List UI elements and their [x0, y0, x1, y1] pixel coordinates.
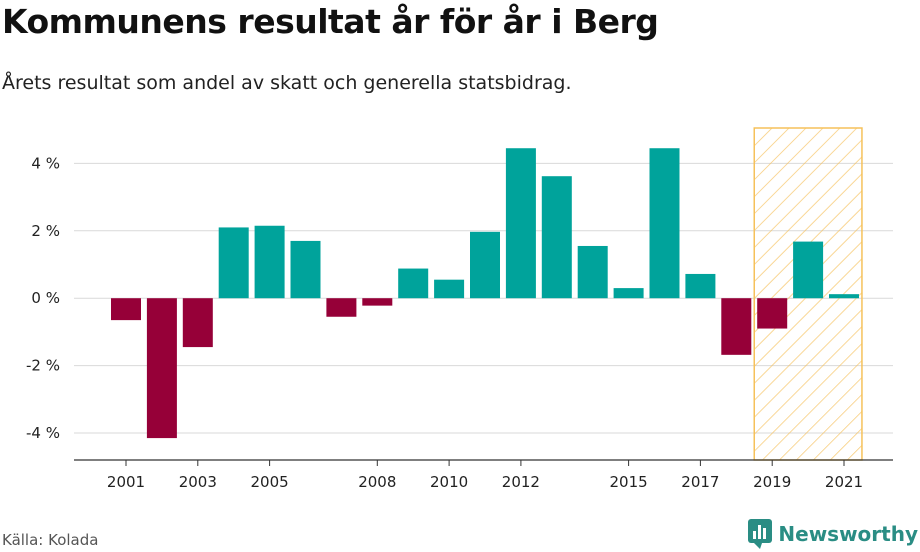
x-tick-label: 2010 — [430, 473, 468, 491]
bar-2008 — [362, 298, 393, 306]
y-tick-label: 2 % — [31, 222, 60, 240]
bar-2003 — [182, 298, 213, 348]
bar-2021 — [829, 294, 859, 299]
bar-2017 — [685, 273, 716, 299]
x-tick-label: 2003 — [179, 473, 217, 491]
x-tick-label: 2021 — [825, 473, 863, 491]
bar-2014 — [577, 245, 608, 299]
bars — [111, 148, 859, 439]
brand-logo: Newsworthy — [748, 519, 918, 549]
y-tick-label: -2 % — [26, 357, 60, 375]
x-tick-label: 2005 — [251, 473, 289, 491]
newsworthy-logo-icon — [748, 519, 773, 549]
bar-2007 — [326, 298, 357, 317]
bar-2002 — [146, 298, 177, 439]
bar-2010 — [434, 279, 465, 299]
bar-2019 — [757, 298, 788, 329]
y-tick-label: 4 % — [31, 154, 60, 172]
bar-2015 — [613, 288, 644, 299]
bar-2006 — [290, 240, 321, 299]
bar-2020 — [793, 241, 824, 299]
x-tick-label: 2015 — [610, 473, 648, 491]
x-tick-label: 2017 — [681, 473, 719, 491]
x-tick-label: 2001 — [107, 473, 145, 491]
y-tick-label: 0 % — [31, 289, 60, 307]
bar-2018 — [721, 298, 752, 355]
bar-2011 — [470, 231, 500, 299]
bar-2001 — [111, 298, 141, 321]
bar-2005 — [254, 225, 285, 299]
brand-name: Newsworthy — [778, 522, 918, 546]
x-tick-label: 2008 — [358, 473, 396, 491]
axes: 4 % 2 % 0 % -2 % -4 % 2001 2003 2005 2008 2010 201… — [26, 154, 893, 491]
chart-title: Kommunens resultat år för år i Berg — [2, 2, 659, 41]
bar-2016 — [649, 148, 680, 299]
bar-2013 — [541, 176, 572, 299]
x-tick-label: 2012 — [502, 473, 540, 491]
chart-subtitle: Årets resultat som andel av skatt och ge… — [2, 72, 572, 94]
x-tick-label: 2019 — [753, 473, 791, 491]
bar-2004 — [218, 227, 249, 299]
y-tick-label: -4 % — [26, 424, 60, 442]
bar-2009 — [398, 268, 429, 299]
bar-2012 — [505, 148, 536, 299]
source-label: Källa: Kolada — [2, 531, 99, 549]
